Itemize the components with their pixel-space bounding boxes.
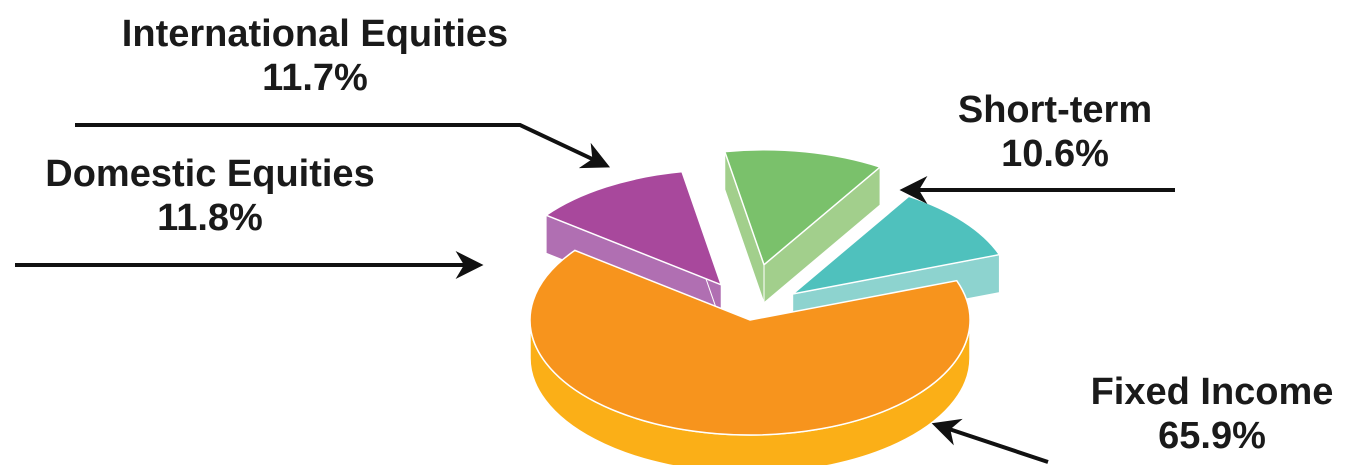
label-short-term-value: 10.6% [1001, 133, 1109, 175]
slice-fixed-income [529, 249, 971, 465]
label-international-equities-name: International Equities [121, 13, 509, 55]
label-fixed-income-name: Fixed Income [1090, 371, 1334, 413]
label-short-term-name: Short-term [957, 89, 1153, 131]
label-domestic-equities-value: 11.8% [157, 197, 263, 239]
slice-international-equities [723, 149, 882, 304]
slice-top-international-equities [723, 149, 882, 267]
slice-top-fixed-income [529, 249, 971, 436]
label-domestic-equities: Domestic Equities 11.8% [10, 152, 410, 240]
label-fixed-income-value: 65.9% [1158, 415, 1266, 457]
arrow-international-equities [75, 123, 611, 169]
label-international-equities-value: 11.7% [262, 57, 368, 99]
slice-top-domestic-equities [544, 170, 723, 287]
arrow-fixed-income [931, 418, 1049, 464]
label-fixed-income: Fixed Income 65.9% [1062, 370, 1362, 458]
label-domestic-equities-name: Domestic Equities [45, 153, 375, 195]
label-international-equities: International Equities 11.7% [80, 12, 550, 100]
label-short-term: Short-term 10.6% [920, 88, 1190, 176]
